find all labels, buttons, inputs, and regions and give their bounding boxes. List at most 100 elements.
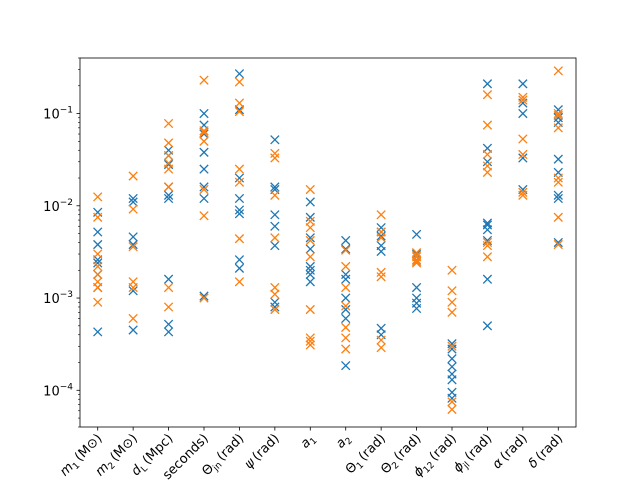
marker-s0-c1-p1 — [128, 286, 138, 296]
marker-s0-c6-p6 — [305, 212, 315, 222]
marker-s0-c2-p6 — [163, 159, 174, 170]
marker-s1-c4-p2 — [234, 177, 245, 187]
marker-s0-c5-p7 — [270, 135, 280, 145]
marker-s1-c8-p2 — [376, 272, 386, 282]
marker-s0-c3-p1 — [199, 193, 209, 204]
marker-s1-c0-p4 — [93, 261, 103, 272]
marker-s0-c10-p7 — [447, 339, 457, 349]
marker-s1-c11-p6 — [482, 120, 493, 130]
marker-s1-c3-p0 — [199, 293, 209, 303]
marker-s0-c9-p6 — [411, 229, 422, 240]
marker-s0-c5-p2 — [270, 240, 280, 251]
data-marks — [93, 66, 563, 415]
y-tick-label-0: 10−4 — [43, 382, 73, 399]
marker-s0-c0-p6 — [93, 227, 103, 237]
marker-s0-c7-p3 — [341, 293, 351, 303]
marker-s1-c11-p4 — [482, 161, 493, 171]
marker-s1-c4-p1 — [234, 234, 245, 244]
marker-s0-c7-p6 — [341, 244, 351, 254]
marker-s1-c12-p2 — [518, 149, 528, 160]
marker-s0-c6-p7 — [305, 197, 315, 207]
marker-s1-c5-p1 — [270, 289, 280, 299]
marker-s1-c5-p3 — [270, 233, 280, 243]
marker-s0-c6-p1 — [305, 269, 315, 280]
marker-s0-c7-p7 — [341, 235, 351, 246]
marker-s0-c3-p3 — [199, 164, 209, 174]
marker-s0-c13-p0 — [553, 237, 563, 248]
marker-s1-c10-p4 — [447, 297, 457, 307]
marker-s0-c8-p3 — [376, 240, 386, 251]
marker-s0-c4-p0 — [234, 263, 245, 273]
marker-s0-c4-p4 — [234, 193, 245, 204]
marker-s0-c4-p7 — [234, 69, 245, 79]
marker-s0-c8-p1 — [376, 323, 386, 333]
marker-s1-c10-p3 — [447, 307, 457, 317]
marker-s0-c10-p4 — [447, 362, 457, 372]
marker-s1-c12-p4 — [518, 95, 528, 105]
marker-s1-c7-p4 — [341, 282, 351, 293]
marker-s1-c13-p0 — [553, 239, 563, 250]
marker-s1-c2-p1 — [163, 282, 174, 293]
marker-s0-c5-p6 — [270, 182, 280, 192]
marker-s1-c4-p0 — [234, 277, 245, 287]
marker-s1-c1-p4 — [128, 204, 138, 214]
marker-s0-c10-p3 — [447, 369, 457, 379]
marker-s0-c8-p6 — [376, 222, 386, 233]
marker-s0-c1-p4 — [128, 197, 138, 207]
marker-s1-c9-p4 — [411, 250, 422, 261]
marker-s1-c10-p2 — [447, 341, 457, 351]
marker-s0-c10-p1 — [447, 387, 457, 398]
marker-s0-c6-p2 — [305, 265, 315, 275]
marker-s1-c6-p1 — [305, 336, 315, 346]
marker-s1-c8-p0 — [376, 342, 386, 353]
marker-s1-c2-p7 — [163, 118, 174, 129]
marker-s1-c12-p5 — [518, 92, 528, 102]
marker-s1-c0-p0 — [93, 297, 103, 307]
marker-s1-c4-p4 — [234, 106, 245, 117]
marker-s0-c5-p1 — [270, 297, 280, 307]
marker-s1-c7-p0 — [341, 344, 351, 354]
marker-s0-c11-p4 — [482, 220, 493, 230]
marker-s0-c4-p3 — [234, 205, 245, 215]
marker-s0-c2-p4 — [163, 190, 174, 200]
marker-s1-c13-p3 — [553, 173, 563, 183]
marker-s1-c5-p6 — [270, 148, 280, 159]
y-axis: 10−4 10−3 10−2 10−1 — [43, 57, 80, 428]
marker-s0-c12-p2 — [518, 108, 528, 119]
marker-s1-c2-p5 — [163, 150, 174, 161]
marker-s0-c2-p0 — [163, 327, 174, 337]
marker-s0-c3-p7 — [199, 108, 209, 119]
marker-s0-c0-p0 — [93, 327, 103, 337]
marker-s0-c2-p3 — [163, 193, 174, 204]
marker-s0-c4-p2 — [234, 209, 245, 219]
marker-s0-c7-p0 — [341, 360, 351, 371]
marker-s1-c7-p6 — [341, 245, 351, 255]
marker-s1-c7-p1 — [341, 333, 351, 343]
marker-s0-c9-p3 — [411, 282, 422, 293]
marker-s1-c12-p0 — [518, 190, 528, 200]
marker-s1-c11-p0 — [482, 252, 493, 262]
marker-s0-c8-p4 — [376, 231, 386, 241]
marker-s1-c8-p5 — [376, 227, 386, 237]
marker-s1-c6-p5 — [305, 235, 315, 246]
marker-s1-c0-p5 — [93, 249, 103, 259]
marker-s1-c0-p6 — [93, 212, 103, 222]
marker-s1-c10-p0 — [447, 404, 457, 415]
marker-s0-c1-p5 — [128, 193, 138, 204]
marker-s1-c11-p7 — [482, 90, 493, 100]
marker-s0-c11-p8 — [482, 79, 493, 89]
marker-s0-c7-p1 — [341, 313, 351, 324]
marker-s0-c2-p1 — [163, 319, 174, 329]
marker-s1-c6-p8 — [305, 184, 315, 195]
marker-s0-c3-p4 — [199, 147, 209, 157]
marker-s1-c0-p7 — [93, 192, 103, 202]
marker-s0-c7-p5 — [341, 269, 351, 280]
marker-s1-c3-p5 — [199, 126, 209, 136]
marker-s1-c10-p6 — [447, 265, 457, 275]
marker-s1-c2-p2 — [163, 182, 174, 192]
marker-s1-c6-p0 — [305, 340, 315, 350]
marker-s0-c3-p2 — [199, 182, 209, 192]
marker-s1-c9-p3 — [411, 252, 422, 262]
marker-s1-c2-p4 — [163, 158, 174, 168]
marker-s0-c13-p1 — [553, 193, 563, 204]
